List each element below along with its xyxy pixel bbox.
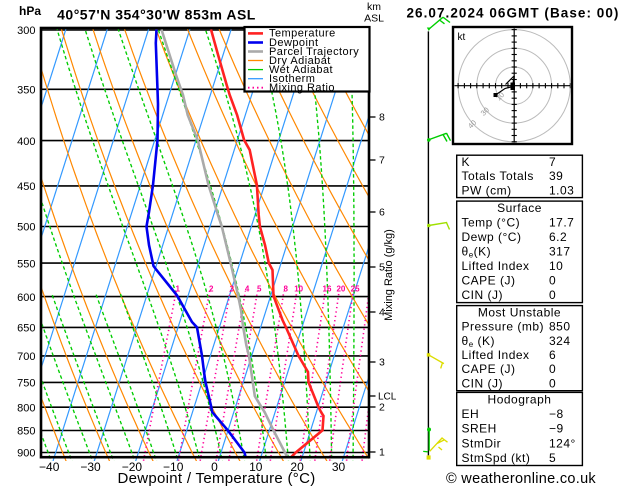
svg-text:ASL: ASL <box>364 13 384 25</box>
svg-text:Mixing Ratio (g/kg): Mixing Ratio (g/kg) <box>383 229 395 321</box>
svg-text:124°: 124° <box>549 436 576 450</box>
svg-text:3: 3 <box>379 357 385 369</box>
svg-text:600: 600 <box>17 292 35 304</box>
svg-text:3: 3 <box>230 285 235 294</box>
svg-text:17.7: 17.7 <box>549 216 574 230</box>
svg-text:K: K <box>462 155 471 169</box>
svg-text:−30: −30 <box>80 460 101 474</box>
svg-text:0: 0 <box>549 288 556 302</box>
svg-text:Lifted Index: Lifted Index <box>462 348 530 362</box>
svg-text:CAPE (J): CAPE (J) <box>462 362 516 376</box>
svg-text:−9: −9 <box>549 422 564 436</box>
svg-text:550: 550 <box>17 258 35 270</box>
svg-text:39: 39 <box>549 169 563 183</box>
svg-text:2: 2 <box>209 285 214 294</box>
svg-text:800: 800 <box>17 402 35 414</box>
svg-text:850: 850 <box>549 320 571 334</box>
svg-text:8: 8 <box>283 285 288 294</box>
svg-text:1.03: 1.03 <box>549 183 574 197</box>
svg-text:400: 400 <box>17 136 35 148</box>
svg-text:6: 6 <box>549 348 556 362</box>
svg-text:Temp (°C): Temp (°C) <box>462 216 521 230</box>
svg-text:1: 1 <box>379 447 385 459</box>
svg-text:Dewp (°C): Dewp (°C) <box>462 230 522 244</box>
svg-text:10: 10 <box>549 259 563 273</box>
svg-text:450: 450 <box>17 181 35 193</box>
svg-text:6: 6 <box>379 207 385 219</box>
svg-text:5: 5 <box>549 451 556 465</box>
svg-text:7: 7 <box>379 155 385 167</box>
svg-text:350: 350 <box>17 85 35 97</box>
svg-text:© weatheronline.co.uk: © weatheronline.co.uk <box>446 471 596 486</box>
svg-text:km: km <box>367 1 381 13</box>
svg-text:PW (cm): PW (cm) <box>462 183 512 197</box>
svg-text:26.07.2024 06GMT (Base: 00): 26.07.2024 06GMT (Base: 00) <box>407 6 620 21</box>
svg-text:Dewpoint / Temperature (°C): Dewpoint / Temperature (°C) <box>117 470 315 486</box>
svg-text:300: 300 <box>17 25 35 37</box>
svg-text:324: 324 <box>549 334 571 348</box>
svg-text:0: 0 <box>549 362 556 376</box>
svg-text:CIN (J): CIN (J) <box>462 376 504 390</box>
svg-text:CAPE (J): CAPE (J) <box>462 274 516 288</box>
svg-text:20: 20 <box>336 285 345 294</box>
svg-text:hPa: hPa <box>19 4 41 18</box>
svg-text:30: 30 <box>332 460 346 474</box>
svg-text:700: 700 <box>17 351 35 363</box>
svg-text:−8: −8 <box>549 407 564 421</box>
svg-text:Lifted Index: Lifted Index <box>462 259 530 273</box>
svg-text:8: 8 <box>379 112 385 124</box>
svg-text:Surface: Surface <box>497 201 542 215</box>
svg-text:Most Unstable: Most Unstable <box>478 306 561 320</box>
svg-text:SREH: SREH <box>462 422 497 436</box>
svg-text:7: 7 <box>549 155 556 169</box>
svg-text:25: 25 <box>351 285 360 294</box>
svg-text:Totals Totals: Totals Totals <box>462 169 534 183</box>
svg-text:10: 10 <box>294 285 303 294</box>
svg-text:θe(K): θe(K) <box>462 245 492 260</box>
svg-text:LCL: LCL <box>378 392 397 403</box>
svg-text:500: 500 <box>17 222 35 234</box>
svg-text:−40: −40 <box>39 460 60 474</box>
svg-text:850: 850 <box>17 426 35 438</box>
svg-text:1: 1 <box>175 285 180 294</box>
svg-text:2: 2 <box>379 402 385 414</box>
svg-text:900: 900 <box>17 448 35 460</box>
svg-text:16: 16 <box>323 285 332 294</box>
svg-text:317: 317 <box>549 245 571 259</box>
svg-text:6.2: 6.2 <box>549 230 567 244</box>
svg-text:θe (K): θe (K) <box>462 334 495 349</box>
svg-text:Hodograph: Hodograph <box>488 393 552 407</box>
svg-text:Mixing Ratio: Mixing Ratio <box>269 82 335 94</box>
svg-text:750: 750 <box>17 378 35 390</box>
svg-text:StmSpd (kt): StmSpd (kt) <box>462 451 531 465</box>
svg-text:CIN (J): CIN (J) <box>462 288 504 302</box>
svg-text:0: 0 <box>549 376 556 390</box>
svg-text:Pressure (mb): Pressure (mb) <box>462 320 545 334</box>
svg-text:5: 5 <box>257 285 262 294</box>
svg-text:EH: EH <box>462 407 480 421</box>
svg-text:StmDir: StmDir <box>462 436 502 450</box>
svg-text:650: 650 <box>17 323 35 335</box>
svg-text:4: 4 <box>245 285 250 294</box>
svg-text:40°57'N 354°30'W 853m ASL: 40°57'N 354°30'W 853m ASL <box>57 7 256 23</box>
svg-text:0: 0 <box>549 274 556 288</box>
svg-text:kt: kt <box>458 32 466 43</box>
